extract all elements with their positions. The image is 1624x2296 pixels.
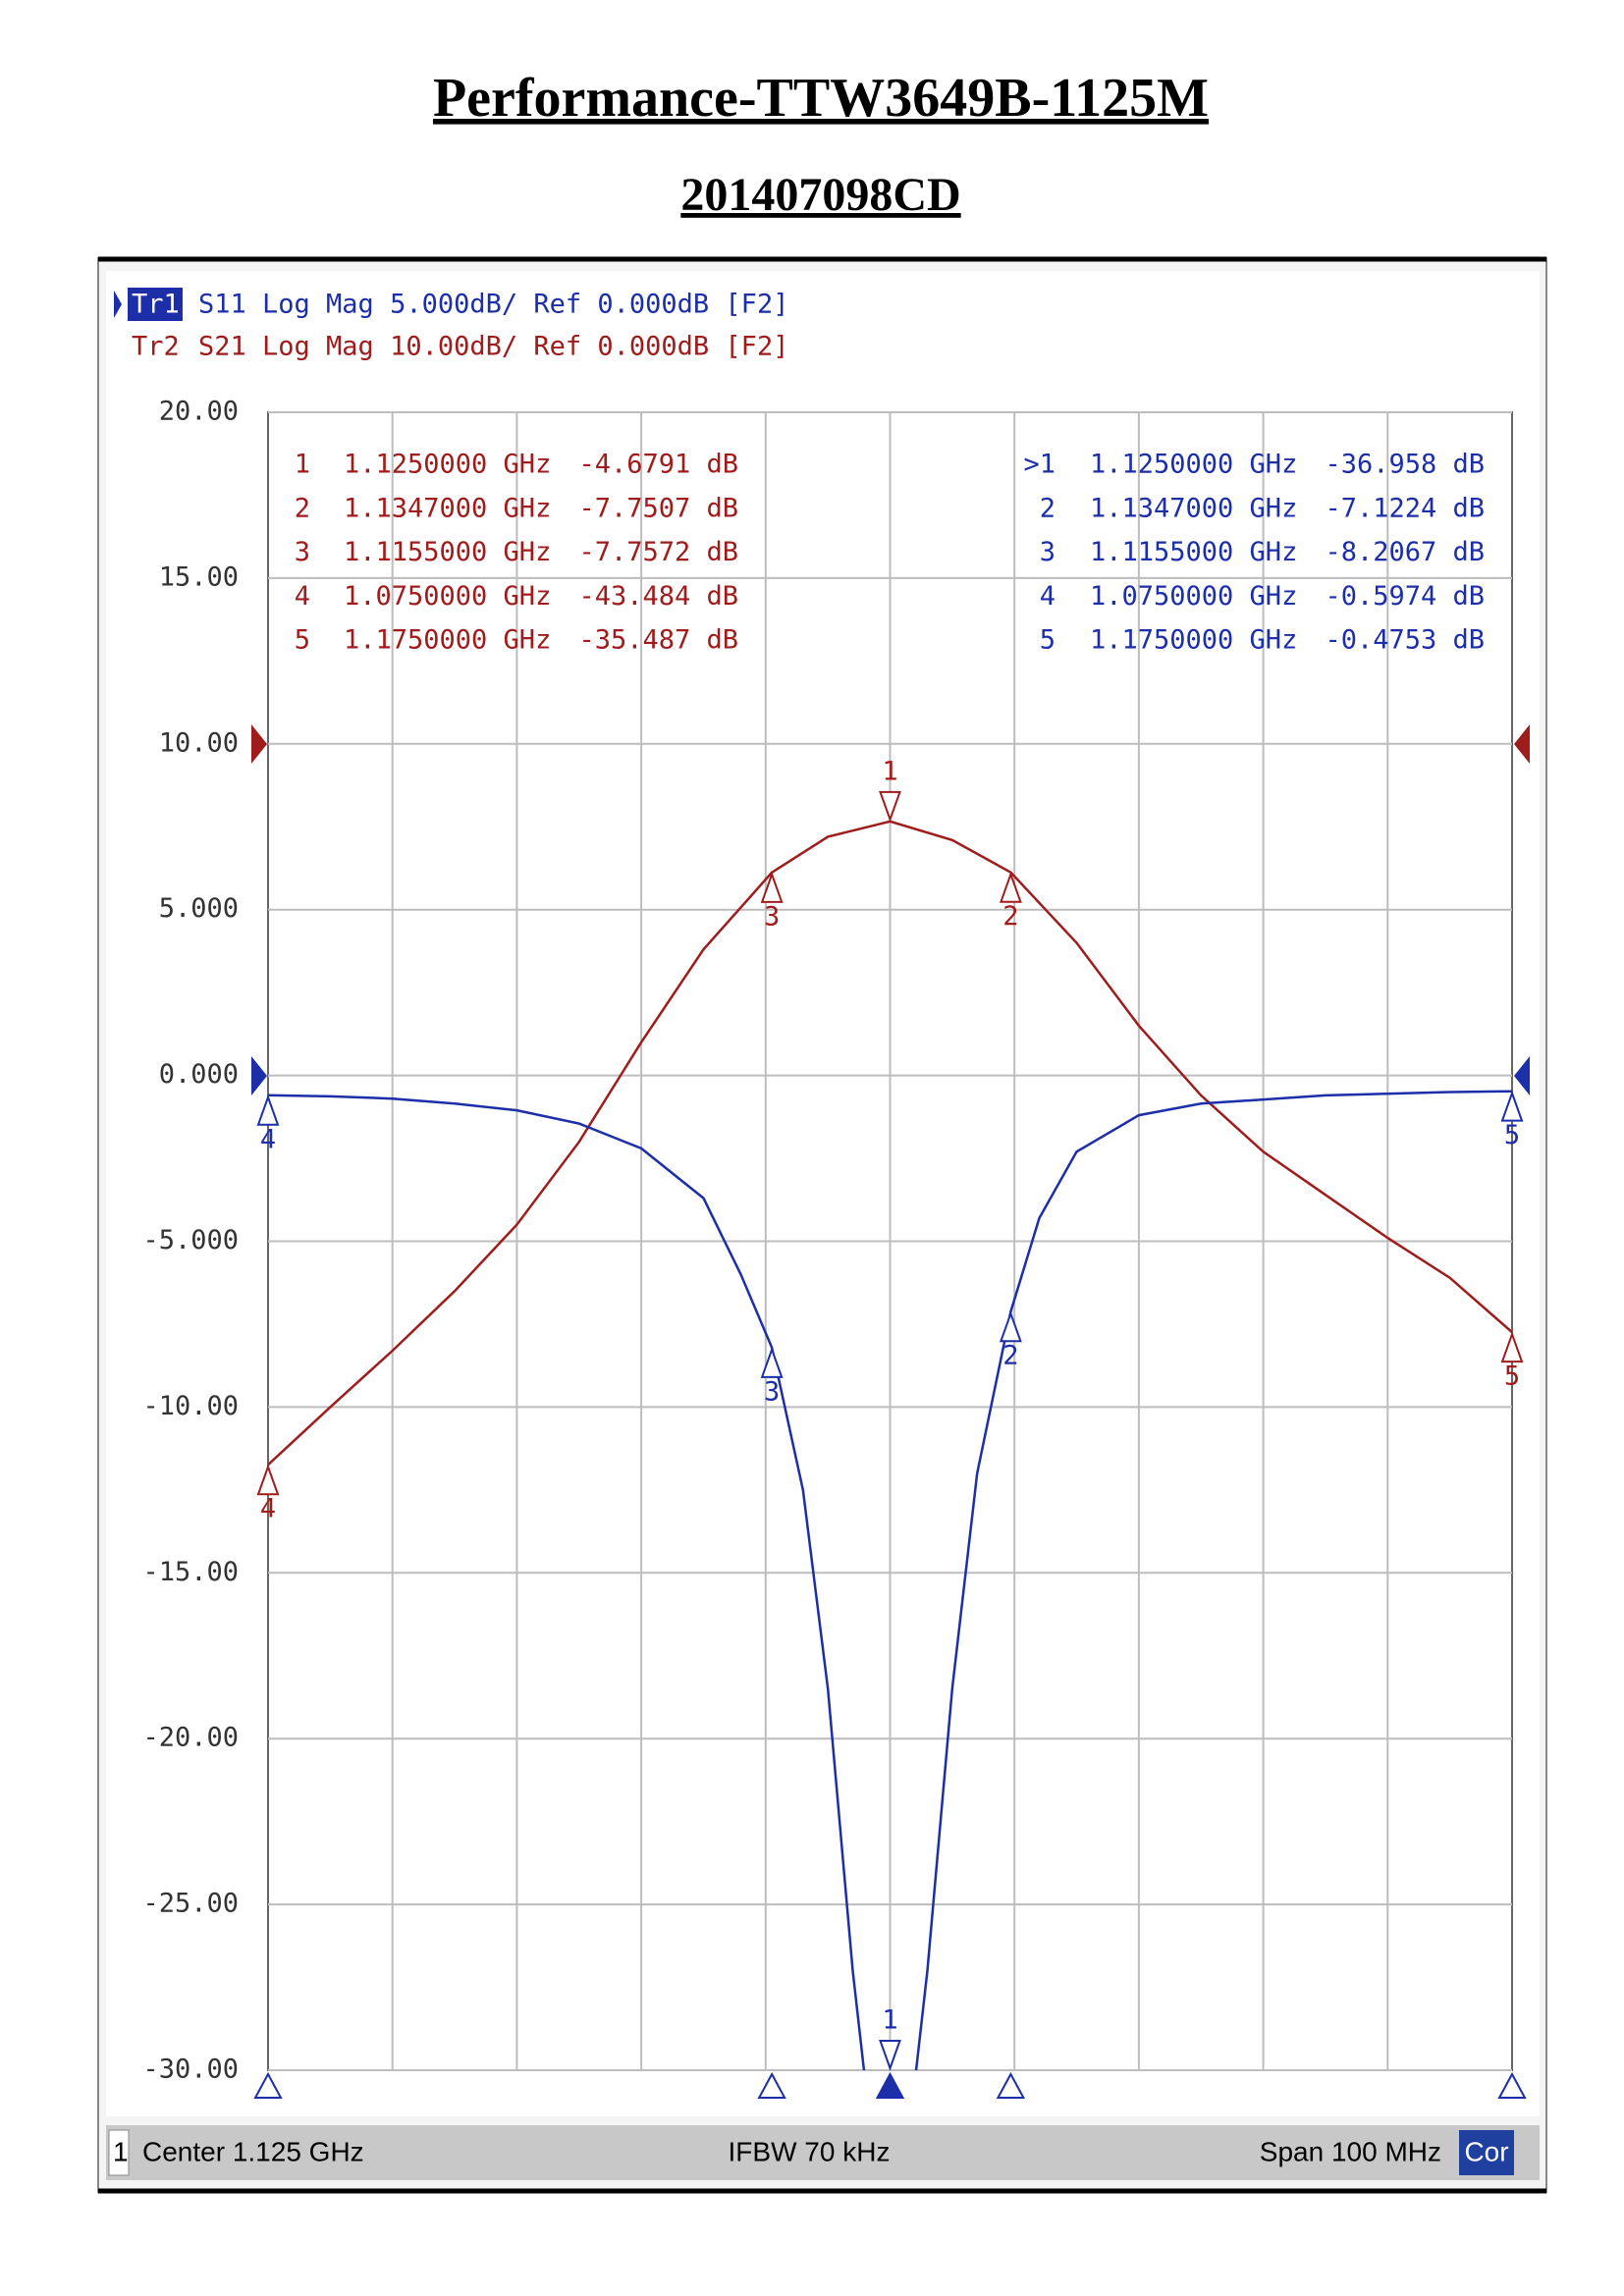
marker-value: -36.958 dB — [1325, 450, 1485, 480]
marker-frequency: 1.0750000 GHz — [344, 581, 551, 612]
y-tick-label: 20.00 — [159, 397, 239, 427]
marker-label: 2 — [1002, 901, 1018, 932]
marker-label: 3 — [764, 901, 780, 932]
page-title: Performance-TTW3649B-1125M — [433, 68, 1209, 129]
ref-arrow — [251, 724, 267, 764]
marker-label: 2 — [1002, 1341, 1018, 1371]
marker-value: -0.4753 dB — [1325, 625, 1485, 656]
marker — [760, 871, 784, 903]
active-indicator — [114, 291, 122, 318]
marker-frequency: 1.1750000 GHz — [344, 625, 551, 656]
channel: 1 — [113, 2136, 129, 2166]
marker-id: 4 — [1040, 581, 1056, 612]
stimulus-marker — [253, 2071, 283, 2099]
marker-value: -35.487 dB — [578, 625, 738, 656]
marker — [879, 2040, 901, 2071]
trace-name: Tr2 — [132, 332, 180, 362]
marker-value: -7.7572 dB — [578, 537, 738, 567]
marker-value: -7.7507 dB — [578, 493, 738, 523]
y-tick-label: -15.00 — [142, 1557, 239, 1587]
marker-frequency: 1.1750000 GHz — [1090, 625, 1297, 656]
marker-id: 2 — [295, 493, 310, 523]
ref-arrow — [1514, 724, 1530, 764]
trace-settings: S21 Log Mag 10.00dB/ Ref 0.000dB [F2] — [198, 332, 788, 362]
marker-label: 4 — [260, 1124, 276, 1154]
marker — [879, 790, 901, 823]
marker — [1500, 1090, 1524, 1122]
marker-value: -4.6791 dB — [578, 450, 738, 480]
status-bar — [106, 2125, 1540, 2180]
marker-frequency: 1.1155000 GHz — [344, 537, 551, 567]
marker-value: -43.484 dB — [578, 581, 738, 612]
y-tick-label: 15.00 — [159, 561, 239, 592]
marker-label: 4 — [260, 1494, 276, 1524]
marker-value: -7.1224 dB — [1325, 493, 1485, 523]
marker — [999, 871, 1022, 903]
marker-value: -8.2067 dB — [1325, 537, 1485, 567]
y-tick-label: 0.000 — [159, 1059, 239, 1090]
y-tick-label: -30.00 — [142, 2055, 239, 2085]
marker-label: 5 — [1504, 1120, 1520, 1150]
trace — [268, 1090, 1512, 2070]
marker-label: 1 — [882, 756, 897, 786]
correction: Cor — [1464, 2136, 1508, 2166]
span: Span 100 MHz — [1260, 2136, 1441, 2166]
marker-frequency: 1.1155000 GHz — [1090, 537, 1297, 567]
y-tick-label: -25.00 — [142, 1889, 239, 1919]
y-tick-label: 5.000 — [159, 893, 239, 924]
active-trace-box — [128, 288, 183, 321]
marker-id: 5 — [1040, 625, 1056, 656]
stimulus-marker — [1497, 2071, 1527, 2099]
marker-id: 4 — [295, 581, 310, 612]
marker-label: 3 — [764, 1376, 780, 1407]
stimulus-marker — [875, 2071, 905, 2099]
center: Center 1.125 GHz — [142, 2136, 364, 2166]
y-tick-label: -20.00 — [142, 1723, 239, 1753]
ref-arrow — [251, 1056, 267, 1095]
channel-box — [108, 2129, 130, 2176]
ifbw: IFBW 70 kHz — [729, 2136, 891, 2166]
marker — [256, 1464, 280, 1496]
marker-frequency: 1.1250000 GHz — [1090, 450, 1297, 480]
marker-frequency: 1.1347000 GHz — [1090, 493, 1297, 523]
correction-box — [1459, 2130, 1514, 2175]
y-tick-label: -5.000 — [142, 1225, 239, 1255]
marker-id: 5 — [295, 625, 310, 656]
marker-id: >1 — [1023, 450, 1056, 480]
marker-frequency: 1.1347000 GHz — [344, 493, 551, 523]
ref-arrow — [1514, 1056, 1530, 1095]
y-tick-label: -10.00 — [142, 1391, 239, 1421]
marker-id: 3 — [295, 537, 310, 567]
y-tick-label: 10.00 — [159, 727, 239, 758]
marker-id: 3 — [1040, 537, 1056, 567]
stimulus-marker — [996, 2071, 1026, 2099]
trace-name: Tr1 — [132, 290, 180, 320]
page-subtitle: 201407098CD — [680, 169, 960, 221]
marker-value: -0.5974 dB — [1325, 581, 1485, 612]
marker-label: 1 — [882, 2005, 897, 2036]
marker-frequency: 1.0750000 GHz — [1090, 581, 1297, 612]
trace-settings: S11 Log Mag 5.000dB/ Ref 0.000dB [F2] — [198, 290, 788, 320]
marker — [999, 1310, 1022, 1343]
marker-frequency: 1.1250000 GHz — [344, 450, 551, 480]
marker — [1500, 1331, 1524, 1363]
marker-id: 2 — [1040, 493, 1056, 523]
marker-label: 5 — [1504, 1362, 1520, 1392]
stimulus-marker — [757, 2071, 786, 2099]
marker — [256, 1094, 280, 1126]
marker-id: 1 — [295, 450, 310, 480]
marker — [760, 1346, 784, 1378]
